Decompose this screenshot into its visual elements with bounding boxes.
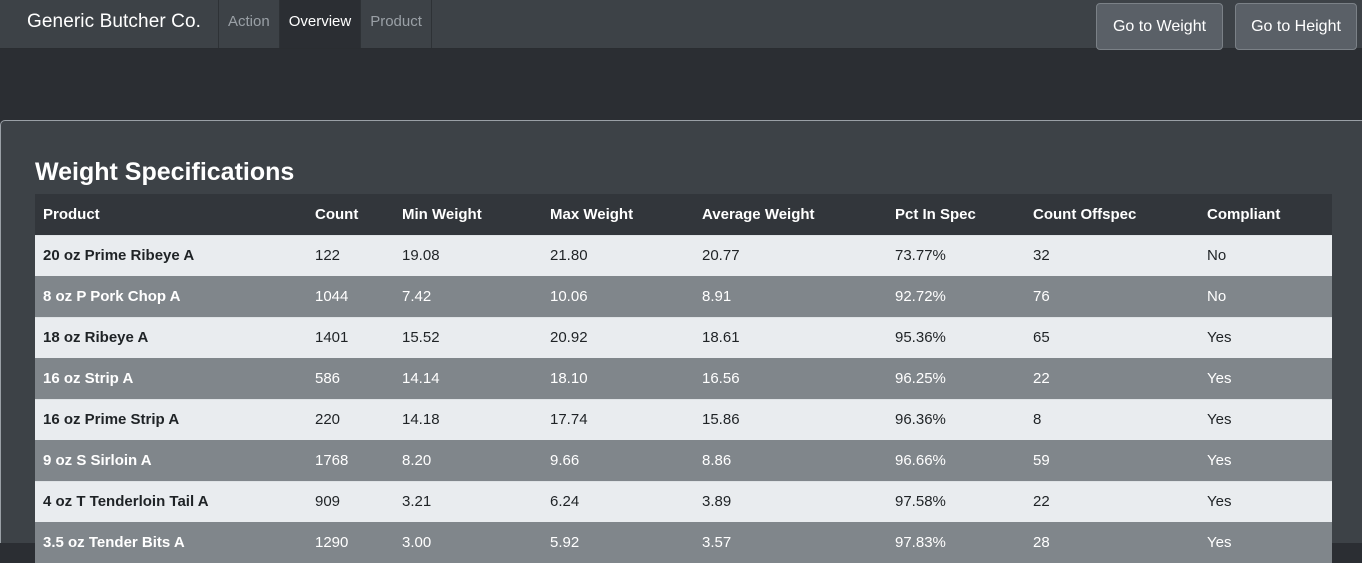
top-navbar: Generic Butcher Co. Action Overview Prod…: [0, 0, 1362, 50]
cell-max-weight: 20.92: [542, 316, 694, 358]
column-header-count[interactable]: Count: [307, 194, 394, 235]
page-title: Weight Specifications: [35, 158, 295, 186]
cell-compliant: Yes: [1199, 357, 1332, 399]
cell-product: 18 oz Ribeye A: [35, 316, 307, 358]
cell-product: 4 oz T Tenderloin Tail A: [35, 480, 307, 522]
cell-average-weight: 8.86: [694, 439, 887, 481]
cell-max-weight: 10.06: [542, 275, 694, 317]
cell-pct-in-spec: 96.25%: [887, 357, 1025, 399]
cell-count-offspec: 65: [1025, 316, 1199, 358]
cell-pct-in-spec: 92.72%: [887, 275, 1025, 317]
cell-average-weight: 16.56: [694, 357, 887, 399]
column-header-max-weight[interactable]: Max Weight: [542, 194, 694, 235]
column-header-average-weight[interactable]: Average Weight: [694, 194, 887, 235]
cell-min-weight: 19.08: [394, 234, 542, 276]
cell-compliant: Yes: [1199, 480, 1332, 522]
cell-compliant: Yes: [1199, 398, 1332, 440]
cell-count: 122: [307, 234, 394, 276]
cell-max-weight: 21.80: [542, 234, 694, 276]
cell-pct-in-spec: 97.58%: [887, 480, 1025, 522]
cell-count-offspec: 8: [1025, 398, 1199, 440]
weight-specifications-panel: Weight Specifications Product Count Min …: [0, 120, 1362, 563]
go-to-weight-button[interactable]: Go to Weight: [1096, 3, 1223, 50]
cell-average-weight: 15.86: [694, 398, 887, 440]
cell-pct-in-spec: 96.36%: [887, 398, 1025, 440]
cell-max-weight: 17.74: [542, 398, 694, 440]
cell-count: 220: [307, 398, 394, 440]
cell-compliant: No: [1199, 275, 1332, 317]
cell-count-offspec: 76: [1025, 275, 1199, 317]
cell-product: 16 oz Prime Strip A: [35, 398, 307, 440]
tab-product[interactable]: Product: [360, 0, 432, 48]
table-header-row: Product Count Min Weight Max Weight Aver…: [35, 194, 1332, 235]
table-row: 20 oz Prime Ribeye A 122 19.08 21.80 20.…: [35, 234, 1332, 276]
cell-average-weight: 20.77: [694, 234, 887, 276]
cell-compliant: Yes: [1199, 316, 1332, 358]
cell-count: 1401: [307, 316, 394, 358]
cell-count: 1768: [307, 439, 394, 481]
cell-compliant: No: [1199, 234, 1332, 276]
cell-count: 1044: [307, 275, 394, 317]
cell-pct-in-spec: 73.77%: [887, 234, 1025, 276]
weight-specifications-table: Product Count Min Weight Max Weight Aver…: [35, 194, 1332, 563]
cell-product: 9 oz S Sirloin A: [35, 439, 307, 481]
cell-min-weight: 3.21: [394, 480, 542, 522]
cell-count-offspec: 22: [1025, 480, 1199, 522]
cell-min-weight: 7.42: [394, 275, 542, 317]
table-row: 18 oz Ribeye A 1401 15.52 20.92 18.61 95…: [35, 316, 1332, 358]
tab-action[interactable]: Action: [218, 0, 279, 48]
cell-product: 8 oz P Pork Chop A: [35, 275, 307, 317]
nav-tabs: Action Overview Product: [218, 0, 432, 48]
cell-count-offspec: 22: [1025, 357, 1199, 399]
cell-pct-in-spec: 96.66%: [887, 439, 1025, 481]
cell-compliant: Yes: [1199, 439, 1332, 481]
cell-product: 16 oz Strip A: [35, 357, 307, 399]
table-row: 16 oz Prime Strip A 220 14.18 17.74 15.8…: [35, 398, 1332, 440]
cell-count-offspec: 59: [1025, 439, 1199, 481]
table-row: 9 oz S Sirloin A 1768 8.20 9.66 8.86 96.…: [35, 439, 1332, 481]
cell-product: 20 oz Prime Ribeye A: [35, 234, 307, 276]
cell-max-weight: 18.10: [542, 357, 694, 399]
cell-min-weight: 8.20: [394, 439, 542, 481]
cell-count: 586: [307, 357, 394, 399]
cell-count: 909: [307, 480, 394, 522]
cell-max-weight: 9.66: [542, 439, 694, 481]
cell-average-weight: 8.91: [694, 275, 887, 317]
cell-count-offspec: 32: [1025, 234, 1199, 276]
column-header-min-weight[interactable]: Min Weight: [394, 194, 542, 235]
table-row: 4 oz T Tenderloin Tail A 909 3.21 6.24 3…: [35, 480, 1332, 522]
cell-average-weight: 3.89: [694, 480, 887, 522]
tab-overview[interactable]: Overview: [278, 0, 361, 48]
brand-name[interactable]: Generic Butcher Co.: [27, 11, 202, 32]
cell-average-weight: 18.61: [694, 316, 887, 358]
table-row: 8 oz P Pork Chop A 1044 7.42 10.06 8.91 …: [35, 275, 1332, 317]
column-header-count-offspec[interactable]: Count Offspec: [1025, 194, 1199, 235]
cell-min-weight: 14.14: [394, 357, 542, 399]
cell-min-weight: 14.18: [394, 398, 542, 440]
cell-min-weight: 15.52: [394, 316, 542, 358]
column-header-product[interactable]: Product: [35, 194, 307, 235]
column-header-compliant[interactable]: Compliant: [1199, 194, 1332, 235]
column-header-pct-in-spec[interactable]: Pct In Spec: [887, 194, 1025, 235]
table-row: 16 oz Strip A 586 14.14 18.10 16.56 96.2…: [35, 357, 1332, 399]
go-to-height-button[interactable]: Go to Height: [1235, 3, 1357, 50]
cell-pct-in-spec: 95.36%: [887, 316, 1025, 358]
cell-max-weight: 6.24: [542, 480, 694, 522]
